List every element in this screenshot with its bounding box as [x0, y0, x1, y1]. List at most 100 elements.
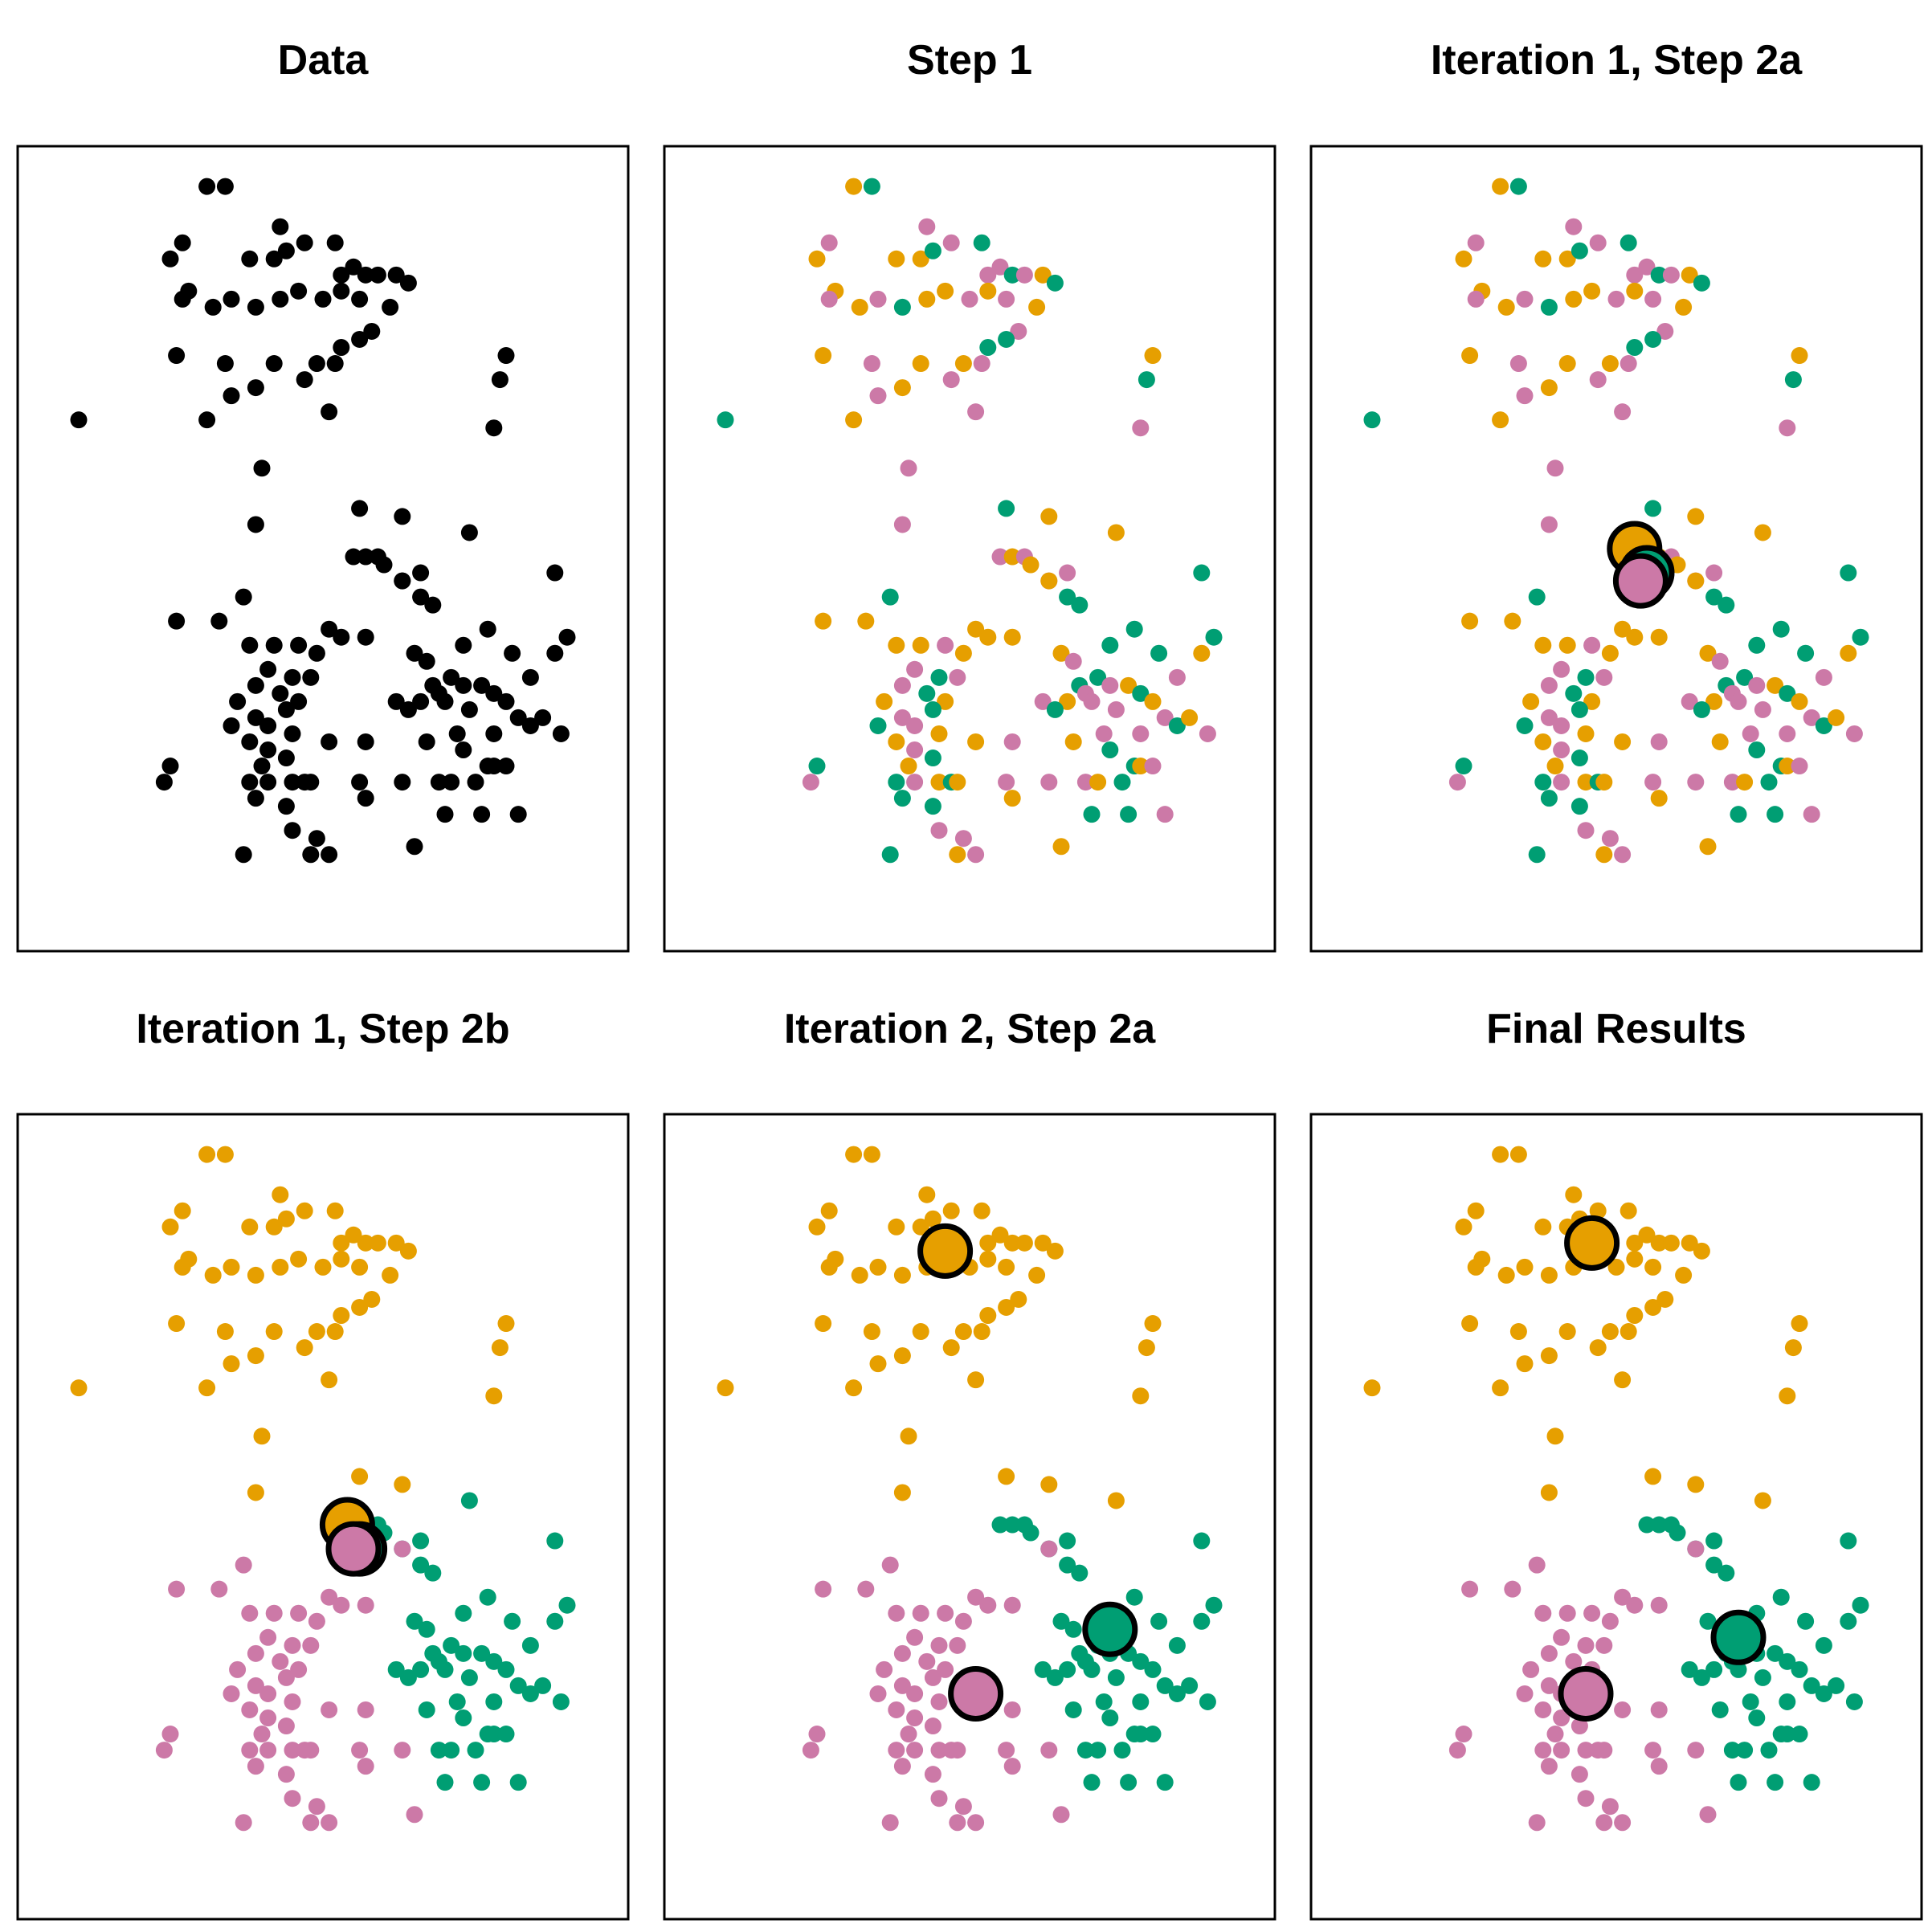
data-point	[1803, 806, 1820, 823]
data-point	[1565, 290, 1583, 308]
data-point	[1363, 1379, 1381, 1397]
data-point	[455, 1709, 472, 1726]
data-point	[284, 1693, 301, 1710]
data-point	[259, 1742, 277, 1759]
data-point	[443, 774, 460, 791]
panel-1: Data	[16, 37, 630, 953]
data-point	[1577, 725, 1595, 742]
data-point	[924, 1210, 941, 1227]
data-point	[290, 692, 308, 710]
data-point	[351, 774, 369, 791]
data-point	[967, 403, 985, 421]
data-point	[302, 1814, 320, 1832]
data-point	[1101, 636, 1119, 654]
data-point	[1455, 758, 1472, 775]
data-point	[1681, 266, 1698, 284]
data-point	[1681, 1234, 1698, 1252]
data-point	[1705, 588, 1723, 606]
data-point	[345, 258, 362, 276]
data-point	[1113, 1742, 1131, 1759]
data-point	[1828, 709, 1845, 726]
data-point	[845, 411, 863, 429]
data-point	[1767, 806, 1784, 823]
data-point	[351, 1742, 369, 1759]
data-point	[296, 1202, 313, 1219]
data-point	[1553, 660, 1571, 678]
data-point	[1840, 1532, 1857, 1550]
data-point	[1003, 1516, 1021, 1534]
data-point	[247, 1644, 264, 1662]
data-point	[1730, 806, 1747, 823]
data-point	[998, 500, 1015, 517]
data-point	[546, 644, 564, 662]
data-point	[949, 774, 966, 791]
data-point	[1650, 628, 1668, 646]
centroid-green	[1082, 1601, 1138, 1657]
data-point	[954, 355, 972, 373]
data-point	[1455, 250, 1472, 268]
data-point	[1638, 1226, 1656, 1244]
data-point	[1516, 290, 1534, 308]
data-point	[717, 1379, 734, 1397]
data-point	[241, 1218, 259, 1236]
data-point	[881, 1556, 899, 1574]
data-point	[893, 1266, 911, 1284]
data-point	[1705, 1660, 1723, 1678]
data-point	[412, 1660, 430, 1678]
data-point	[357, 1596, 374, 1614]
data-point	[467, 1742, 484, 1759]
data-point	[1540, 1266, 1558, 1284]
data-point	[1803, 709, 1820, 726]
data-point	[1516, 1685, 1534, 1702]
data-point	[247, 516, 264, 533]
data-point	[558, 1596, 576, 1614]
data-point	[321, 1588, 338, 1606]
data-point	[1656, 1290, 1674, 1308]
data-point	[387, 266, 405, 284]
data-point	[168, 1315, 186, 1333]
data-point	[1736, 1742, 1754, 1759]
data-point	[333, 1250, 350, 1268]
data-point	[277, 1669, 295, 1686]
data-point	[954, 1798, 972, 1816]
centroid-pink	[948, 1665, 1004, 1722]
data-point	[1583, 282, 1601, 300]
data-point	[808, 250, 826, 268]
data-point	[1638, 1516, 1656, 1534]
data-point	[1516, 1355, 1534, 1373]
data-point	[1107, 701, 1125, 718]
data-point	[314, 1258, 332, 1276]
data-point	[241, 250, 259, 268]
data-point	[1010, 1290, 1027, 1308]
data-point	[399, 1669, 417, 1686]
data-point	[1614, 1701, 1632, 1718]
data-point	[259, 660, 277, 678]
data-point	[1558, 355, 1576, 373]
data-point	[979, 1250, 997, 1268]
data-point	[1705, 1556, 1723, 1574]
data-point	[1791, 347, 1808, 365]
data-point	[460, 1669, 478, 1686]
data-point	[1059, 1532, 1076, 1550]
data-point	[1779, 1726, 1796, 1743]
data-point	[1071, 1564, 1089, 1582]
data-point	[326, 1323, 344, 1341]
data-point	[1736, 774, 1754, 791]
data-point	[333, 266, 350, 284]
data-point	[375, 556, 393, 574]
data-point	[1528, 1814, 1546, 1832]
data-point	[394, 1476, 411, 1493]
data-point	[1681, 1660, 1698, 1678]
data-point	[815, 1315, 832, 1333]
data-point	[1467, 234, 1485, 251]
data-point	[942, 234, 960, 251]
data-point	[949, 1636, 966, 1654]
data-point	[991, 1516, 1009, 1534]
data-point	[906, 774, 924, 791]
data-point	[174, 1202, 191, 1219]
data-point	[1571, 701, 1588, 718]
data-point	[1113, 774, 1131, 791]
data-point	[418, 652, 435, 670]
data-point	[1003, 1758, 1021, 1775]
data-point	[1101, 676, 1119, 694]
